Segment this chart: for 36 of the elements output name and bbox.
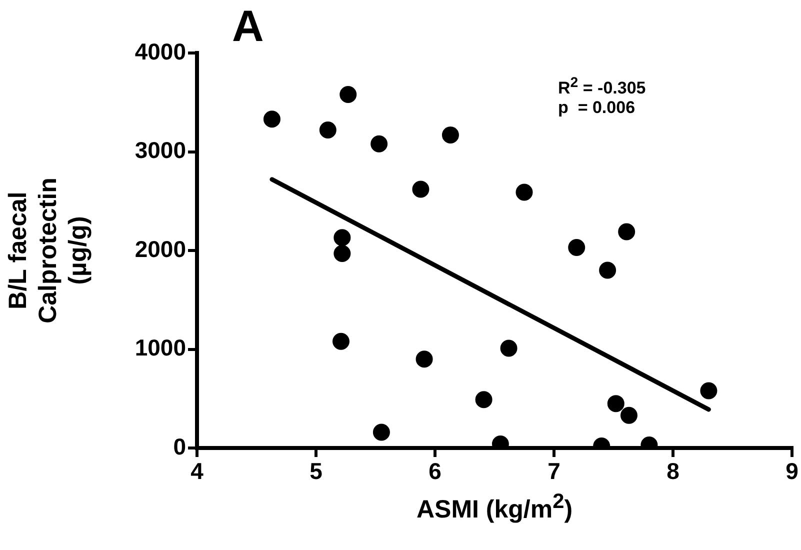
x-axis-title: ASMI (kg/m$^{2}$) xyxy=(415,490,574,524)
y-tick-label: 0 xyxy=(173,433,186,460)
point xyxy=(340,86,357,103)
annotation: R$^{2}$ = -0.305 xyxy=(558,75,646,98)
point xyxy=(618,223,636,240)
x-tick-label: 5 xyxy=(310,458,323,484)
point xyxy=(263,110,280,128)
x-tick-label: 4 xyxy=(190,458,204,484)
point xyxy=(412,180,430,198)
x-tick-label: 8 xyxy=(666,458,680,484)
point xyxy=(334,244,351,262)
point xyxy=(607,395,624,412)
y-tick-label: 2000 xyxy=(134,236,186,262)
annotation: p = 0.006 xyxy=(558,98,636,118)
point xyxy=(500,340,518,357)
point xyxy=(442,126,459,144)
y-tick-label: 1000 xyxy=(134,334,186,361)
point xyxy=(372,424,390,441)
point xyxy=(370,135,388,152)
y-axis-title: B/L faecal Calprotectin (µg/g) xyxy=(4,178,92,324)
x-tick-label: 7 xyxy=(548,458,560,484)
y-tick-label: 4000 xyxy=(134,38,186,64)
point xyxy=(332,332,350,350)
point xyxy=(599,262,616,279)
point xyxy=(700,382,718,400)
point xyxy=(475,391,492,408)
point xyxy=(319,122,336,139)
point xyxy=(568,239,586,256)
point xyxy=(516,184,533,201)
x-tick-label: 6 xyxy=(428,458,442,484)
y-tick-label: 3000 xyxy=(134,137,186,164)
chart-title: A xyxy=(232,2,264,53)
point xyxy=(416,350,433,368)
x-tick-label: 9 xyxy=(786,458,798,484)
point xyxy=(334,229,351,246)
point xyxy=(620,406,638,424)
